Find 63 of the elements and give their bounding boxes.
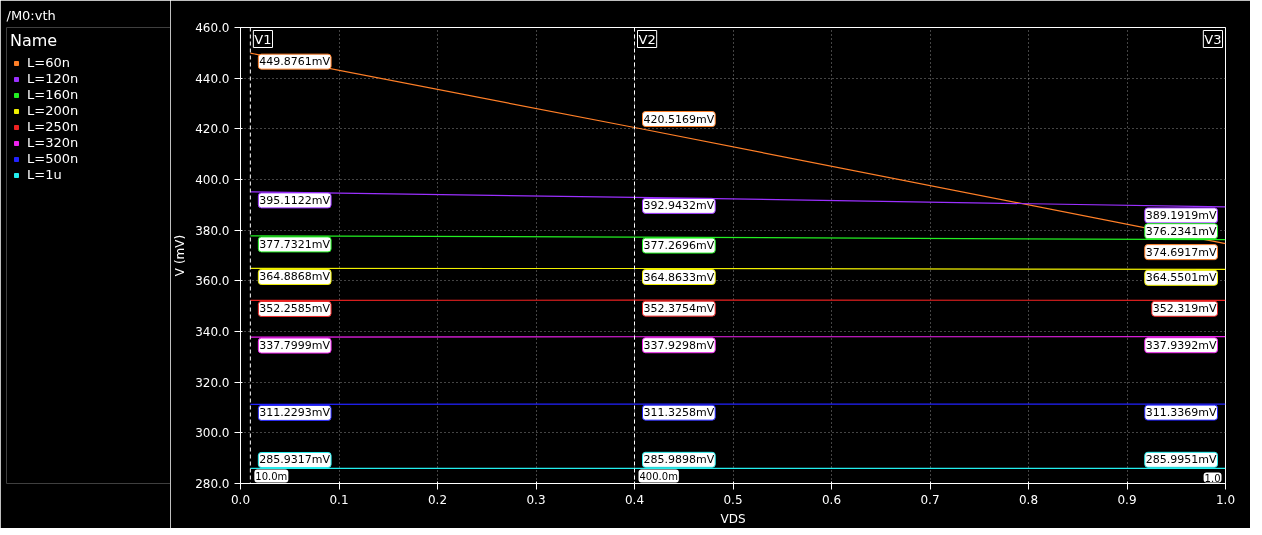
y-tick-label: 320.0 [195, 375, 230, 390]
legend-label: L=320n [27, 135, 79, 150]
x-tick-label: 0.9 [1117, 492, 1137, 507]
data-label: 311.3258mV [643, 406, 715, 420]
data-label: 364.8868mV [259, 270, 331, 284]
legend-label: L=160n [27, 87, 79, 102]
data-label: 352.319mV [1152, 302, 1217, 316]
y-axis-title: V (mV) [173, 234, 188, 277]
y-tick-label: 360.0 [195, 274, 230, 289]
data-label: 377.7321mV [259, 237, 331, 251]
data-label: 376.2341mV [1145, 224, 1217, 238]
data-label: 377.2696mV [643, 239, 715, 253]
x-tick-label: 0.5 [723, 492, 743, 507]
annotation: 10.0m [255, 470, 288, 482]
data-label: 449.8761mV [259, 55, 331, 69]
y-tick-label: 300.0 [195, 426, 230, 441]
x-tick-label: 1.0 [1215, 492, 1236, 507]
x-tick-label: 0.4 [624, 492, 645, 507]
y-tick-label: 400.0 [195, 173, 230, 187]
legend-label: L=250n [27, 119, 79, 134]
legend-label: L=200n [27, 103, 79, 118]
data-label: 352.2585mV [259, 302, 331, 316]
ref-line-label: V3 [1204, 31, 1222, 47]
x-tick-label: 0.7 [920, 492, 940, 507]
ref-line-label: V1 [254, 31, 272, 47]
x-axis-title: VDS [720, 511, 746, 526]
annotation: 400.0m [639, 470, 678, 482]
legend-label: L=60n [27, 55, 70, 70]
data-label: 392.9432mV [643, 199, 715, 213]
y-tick-label: 420.0 [195, 122, 230, 137]
y-tick-label: 340.0 [195, 325, 230, 339]
data-label: 311.3369mV [1145, 406, 1217, 420]
legend-label: L=1u [27, 167, 62, 182]
ref-line-label: V2 [638, 31, 656, 47]
text: /M0:vth [6, 7, 56, 23]
x-tick-label: 0.1 [329, 492, 349, 507]
data-label: 311.2293mV [259, 406, 331, 420]
data-label: 337.9392mV [1145, 338, 1217, 352]
legend-title: Name [10, 31, 59, 50]
y-tick-label: 280.0 [195, 477, 230, 491]
x-tick-label: 0.3 [526, 492, 546, 507]
data-label: 395.1122mV [259, 193, 331, 207]
data-label: 285.9898mV [643, 453, 715, 467]
y-tick-label: 380.0 [195, 223, 230, 238]
y-tick-label: 460.0 [195, 21, 230, 35]
data-label: 364.5501mV [1145, 271, 1217, 285]
data-label: 337.7999mV [259, 339, 331, 353]
y-tick-label: 440.0 [195, 71, 230, 86]
data-label: 285.9317mV [259, 453, 331, 467]
data-label: 364.8633mV [643, 270, 715, 284]
data-label: 337.9298mV [643, 338, 715, 352]
legend-label: L=120n [27, 71, 79, 86]
data-label: 389.1919mV [1145, 208, 1217, 222]
x-tick-label: 0.8 [1018, 492, 1039, 507]
legend-label: L=500n [27, 151, 79, 166]
data-label: 374.6917mV [1145, 245, 1217, 259]
x-tick-label: 0.6 [821, 492, 842, 507]
data-label: 352.3754mV [643, 302, 715, 316]
data-label: 420.5169mV [643, 112, 715, 126]
x-tick-label: 0.0 [230, 492, 251, 507]
data-label: 285.9951mV [1145, 453, 1217, 467]
x-tick-label: 0.2 [427, 492, 448, 507]
annotation: 1.0 [1204, 472, 1221, 484]
